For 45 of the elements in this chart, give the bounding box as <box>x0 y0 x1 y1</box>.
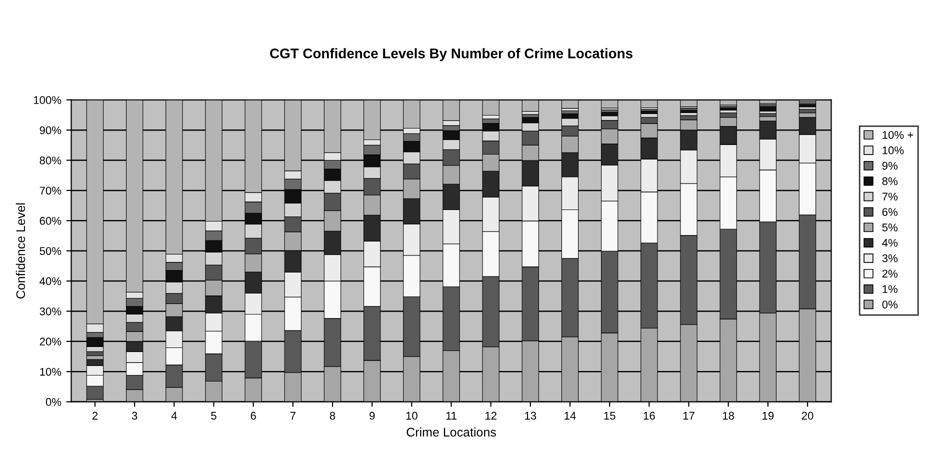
x-tick-label: 6 <box>250 412 256 420</box>
legend-label: 10% <box>882 146 904 154</box>
y-tick-label: 0% <box>46 398 62 406</box>
y-tick-label: 30% <box>40 307 62 316</box>
x-tick-label: 19 <box>762 412 774 420</box>
x-tick-label: 9 <box>370 412 375 420</box>
x-tick-label: 7 <box>290 412 296 420</box>
legend-label: 5% <box>882 224 898 232</box>
y-tick-label: 20% <box>40 338 62 346</box>
legend-label: 9% <box>882 162 898 170</box>
legend-label: 1% <box>882 285 898 293</box>
x-tick-label: 12 <box>486 412 496 420</box>
y-axis-title: Confidence Level <box>16 203 26 298</box>
x-tick-label: 18 <box>723 412 734 420</box>
legend-label: 0% <box>882 300 898 308</box>
chart-title: CGT Confidence Levels By Number of Crime Locations <box>270 48 632 62</box>
x-tick-label: 15 <box>604 412 616 420</box>
legend-label: 10% + <box>882 130 914 139</box>
x-tick-label: 17 <box>683 412 694 420</box>
x-tick-label: 2 <box>92 412 98 420</box>
y-tick-label: 70% <box>40 186 62 195</box>
legend-label: 8% <box>882 177 898 186</box>
y-tick-label: 80% <box>40 156 62 164</box>
y-tick-label: 100% <box>34 96 62 104</box>
x-tick-label: 5 <box>211 412 216 420</box>
legend-label: 7% <box>882 192 898 200</box>
x-tick-label: 8 <box>330 412 336 420</box>
x-tick-label: 20 <box>802 412 814 420</box>
x-tick-label: 10 <box>406 412 418 420</box>
y-tick-label: 40% <box>40 277 62 286</box>
legend-label: 2% <box>882 270 898 278</box>
y-tick-label: 50% <box>40 247 62 255</box>
x-tick-label: 16 <box>644 412 655 420</box>
x-tick-label: 14 <box>564 412 576 420</box>
x-tick-label: 3 <box>132 412 138 420</box>
x-tick-label: 13 <box>525 412 536 420</box>
x-tick-label: 4 <box>171 412 177 420</box>
legend-label: 3% <box>882 254 898 262</box>
x-tick-label: 11 <box>446 412 456 420</box>
legend-label: 6% <box>882 208 898 216</box>
x-axis-title: Crime Locations <box>406 427 496 437</box>
y-tick-label: 10% <box>40 368 62 376</box>
y-tick-label: 90% <box>40 126 62 134</box>
legend-label: 4% <box>882 238 898 247</box>
y-tick-label: 60% <box>40 216 62 225</box>
